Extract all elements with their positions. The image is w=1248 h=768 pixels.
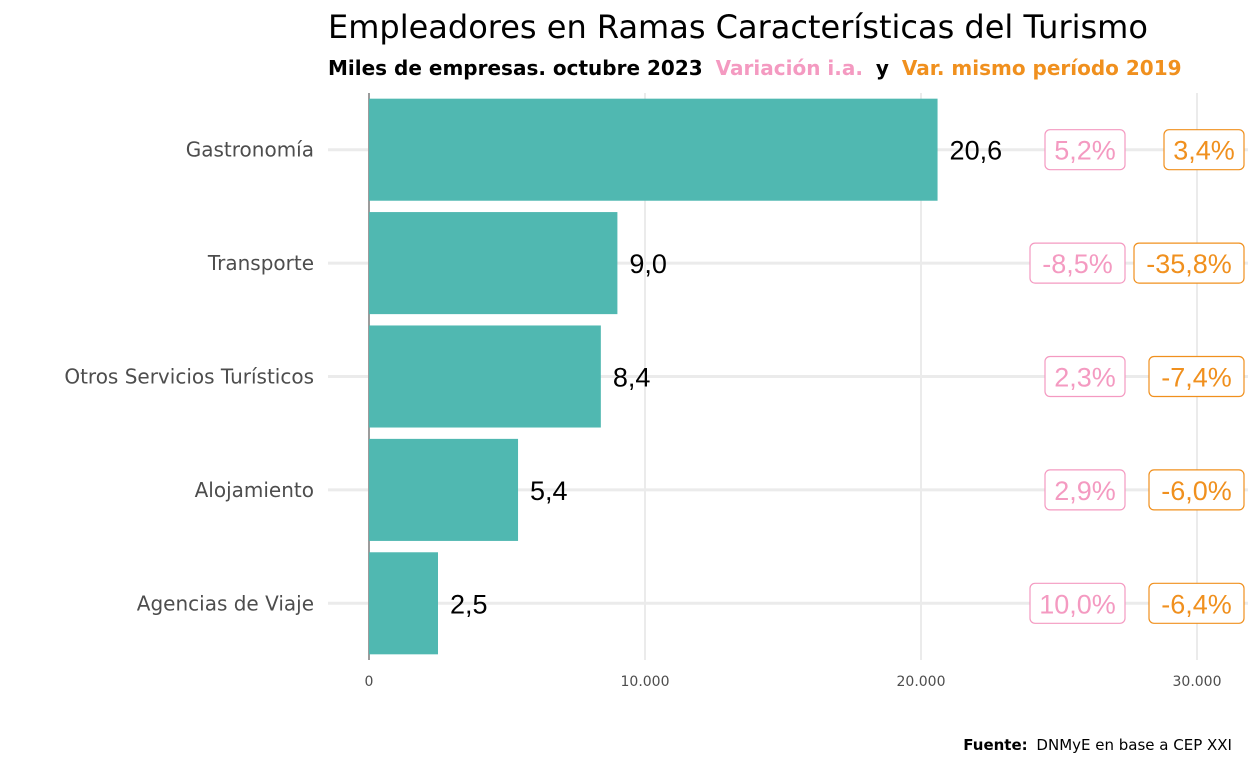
- bar: [369, 438, 519, 541]
- var-ia-label: 5,2%: [1054, 136, 1116, 166]
- x-tick-label: 30.000: [1173, 674, 1222, 690]
- category-label: Gastronomía: [186, 138, 314, 162]
- chart-title: Empleadores en Ramas Características del…: [328, 8, 1148, 46]
- category-label: Otros Servicios Turísticos: [64, 365, 314, 389]
- value-label: 20,6: [950, 136, 1003, 166]
- category-label: Alojamiento: [195, 478, 314, 502]
- source-label: Fuente:: [963, 736, 1027, 754]
- var-2019-box: [1148, 355, 1245, 398]
- value-label: 8,4: [613, 363, 651, 393]
- bar: [369, 98, 938, 201]
- subtitle-var-2019: Var. mismo período 2019: [902, 56, 1182, 80]
- subtitle-main: Miles de empresas. octubre 2023: [328, 56, 703, 80]
- var-ia-box: [1044, 469, 1126, 511]
- x-tick-label: 10.000: [621, 674, 670, 690]
- var-ia-box: [1029, 242, 1126, 284]
- var-ia-label: 10,0%: [1039, 589, 1116, 619]
- source-note: Fuente: DNMyE en base a CEP XXI: [963, 736, 1232, 754]
- var-2019-label: -7,4%: [1161, 363, 1232, 393]
- bars: [369, 98, 938, 655]
- source-text: DNMyE en base a CEP XXI: [1036, 736, 1232, 754]
- var-2019-box: [1148, 469, 1245, 511]
- x-tick-label: 20.000: [897, 674, 946, 690]
- var-2019-label: -6,0%: [1161, 476, 1232, 506]
- var-2019-box: [1163, 129, 1245, 171]
- value-label: 9,0: [629, 249, 667, 279]
- var-ia-label: -8,5%: [1042, 249, 1113, 279]
- var-ia-box: [1044, 129, 1126, 171]
- var-ia-box: [1044, 355, 1126, 398]
- var-2019-box: [1133, 242, 1245, 284]
- chart-subtitle: Miles de empresas. octubre 2023 Variació…: [328, 56, 1182, 80]
- subtitle-var-ia: Variación i.a.: [716, 56, 863, 80]
- value-label: 5,4: [530, 476, 568, 506]
- var-ia-label: 2,9%: [1054, 476, 1116, 506]
- bar: [369, 552, 438, 655]
- var-2019-label: -35,8%: [1146, 249, 1232, 279]
- bar: [369, 325, 601, 428]
- subtitle-connector: y: [876, 56, 889, 80]
- var-ia-box: [1029, 582, 1126, 624]
- labels: 0 10.000 20.000 30.000 Gastronomía 20,6 5,2% 3,…: [64, 129, 1245, 690]
- bar: [369, 212, 618, 315]
- value-label: 2,5: [450, 589, 488, 619]
- x-tick-label: 0: [365, 674, 374, 690]
- var-2019-box: [1148, 582, 1245, 624]
- var-2019-label: 3,4%: [1173, 136, 1235, 166]
- category-label: Agencias de Viaje: [137, 591, 314, 615]
- category-label: Transporte: [207, 251, 314, 275]
- var-2019-label: -6,4%: [1161, 589, 1232, 619]
- var-ia-label: 2,3%: [1054, 363, 1116, 393]
